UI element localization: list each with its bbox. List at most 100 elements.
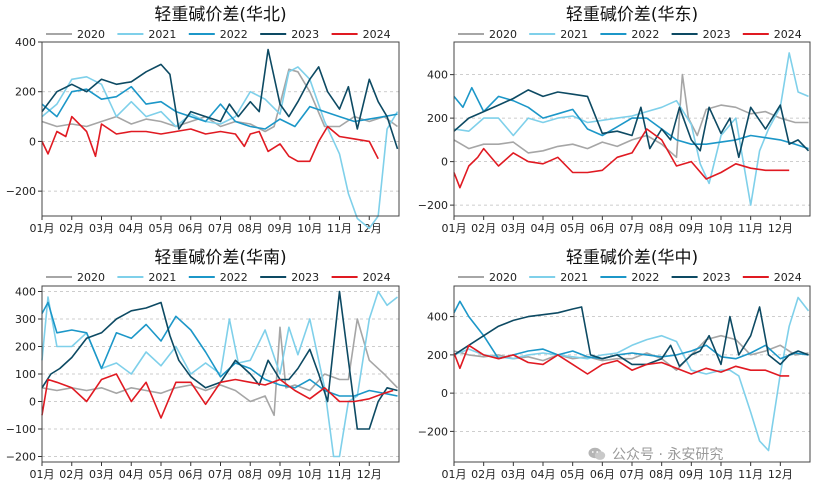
x-tick-label: 06月 — [178, 222, 203, 235]
wechat-icon — [588, 447, 606, 460]
series-line-2024 — [453, 344, 790, 377]
x-tick-label: 11月 — [327, 468, 352, 481]
watermark-text: 公众号 · 永安研究 — [612, 447, 724, 463]
y-tick-label: 200 — [15, 86, 36, 99]
series-line-2024 — [41, 115, 379, 163]
legend-label: 2022 — [631, 28, 659, 41]
y-tick-label: −100 — [6, 423, 36, 436]
y-tick-label: 200 — [427, 112, 448, 125]
x-tick-label: 01月 — [30, 222, 55, 235]
x-tick-label: 04月 — [119, 468, 144, 481]
legend-label: 2021 — [148, 28, 176, 41]
y-tick-label: 400 — [15, 286, 36, 299]
y-tick-label: −200 — [418, 199, 448, 212]
plot-frame — [41, 285, 400, 463]
x-tick-label: 09月 — [268, 468, 293, 481]
x-tick-label: 07月 — [620, 468, 645, 481]
series-line-2020 — [41, 68, 398, 133]
y-tick-label: 100 — [15, 368, 36, 381]
y-tick-label: 200 — [427, 349, 448, 362]
y-tick-label: 400 — [427, 311, 448, 324]
series-line-2020 — [41, 318, 399, 417]
x-tick-label: 09月 — [679, 222, 704, 235]
y-tick-label: 300 — [15, 313, 36, 326]
x-tick-label: 12月 — [768, 222, 793, 235]
x-tick-label: 03月 — [89, 468, 114, 481]
y-tick-label: 0 — [441, 387, 448, 400]
legend-label: 2020 — [77, 28, 105, 41]
chart-title: 轻重碱价差(华南) — [154, 248, 286, 268]
x-tick-label: 06月 — [590, 468, 615, 481]
x-tick-label: 12月 — [768, 468, 793, 481]
legend-label: 2020 — [489, 271, 517, 284]
series-line-2024 — [41, 373, 394, 419]
x-tick-label: 06月 — [590, 222, 615, 235]
x-tick-label: 10月 — [709, 468, 734, 481]
x-tick-label: 03月 — [501, 468, 526, 481]
series-line-2022 — [41, 85, 398, 130]
legend-label: 2021 — [148, 271, 176, 284]
y-tick-label: 200 — [15, 341, 36, 354]
series-line-2023 — [41, 290, 398, 430]
x-tick-label: 05月 — [560, 222, 585, 235]
series-line-2021 — [453, 296, 810, 452]
x-tick-label: 05月 — [149, 222, 174, 235]
legend-label: 2023 — [291, 271, 319, 284]
x-tick-label: 02月 — [59, 468, 84, 481]
chart-title: 轻重碱价差(华北) — [154, 5, 286, 25]
x-tick-label: 05月 — [560, 468, 585, 481]
x-tick-label: 10月 — [709, 222, 734, 235]
y-tick-label: −200 — [6, 185, 36, 198]
y-tick-label: 0 — [441, 156, 448, 169]
legend-label: 2020 — [77, 271, 105, 284]
y-tick-label: 0 — [29, 396, 36, 409]
x-tick-label: 01月 — [442, 222, 467, 235]
plot-frame — [41, 41, 400, 217]
x-tick-label: 08月 — [238, 222, 263, 235]
x-tick-label: 08月 — [649, 468, 674, 481]
x-tick-label: 04月 — [119, 222, 144, 235]
series-line-2024 — [453, 128, 790, 189]
y-tick-label: −200 — [418, 425, 448, 438]
legend-label: 2024 — [363, 28, 391, 41]
x-tick-label: 05月 — [149, 468, 174, 481]
chart-title: 轻重碱价差(华东) — [566, 5, 698, 25]
series-line-2023 — [41, 48, 399, 150]
y-tick-label: −200 — [6, 451, 36, 464]
x-tick-label: 10月 — [297, 468, 322, 481]
series-line-2021 — [453, 52, 809, 206]
x-tick-label: 09月 — [268, 222, 293, 235]
y-tick-label: 400 — [427, 69, 448, 82]
legend-label: 2023 — [703, 271, 731, 284]
x-tick-label: 12月 — [357, 468, 382, 481]
y-tick-label: 0 — [29, 135, 36, 148]
x-tick-label: 08月 — [649, 222, 674, 235]
x-tick-label: 08月 — [238, 468, 263, 481]
series-line-2021 — [41, 66, 399, 230]
x-tick-label: 01月 — [442, 468, 467, 481]
legend-label: 2022 — [631, 271, 659, 284]
legend-label: 2021 — [560, 271, 588, 284]
legend-label: 2022 — [220, 28, 248, 41]
plot-frame — [453, 41, 811, 217]
plot-frame — [453, 285, 811, 463]
series-line-2022 — [453, 300, 809, 360]
legend-label: 2024 — [774, 271, 802, 284]
series-line-2022 — [453, 86, 809, 150]
x-tick-label: 03月 — [89, 222, 114, 235]
legend-label: 2020 — [489, 28, 517, 41]
series-line-2023 — [453, 306, 809, 368]
series-line-2022 — [41, 301, 398, 397]
y-tick-label: 400 — [15, 36, 36, 49]
x-tick-label: 07月 — [208, 222, 233, 235]
x-tick-label: 09月 — [679, 468, 704, 481]
x-tick-label: 02月 — [471, 468, 496, 481]
x-tick-label: 06月 — [178, 468, 203, 481]
x-tick-label: 07月 — [208, 468, 233, 481]
x-tick-label: 11月 — [327, 222, 352, 235]
x-tick-label: 02月 — [471, 222, 496, 235]
legend-label: 2024 — [774, 28, 802, 41]
x-tick-label: 01月 — [30, 468, 55, 481]
chart-title: 轻重碱价差(华中) — [566, 248, 698, 268]
